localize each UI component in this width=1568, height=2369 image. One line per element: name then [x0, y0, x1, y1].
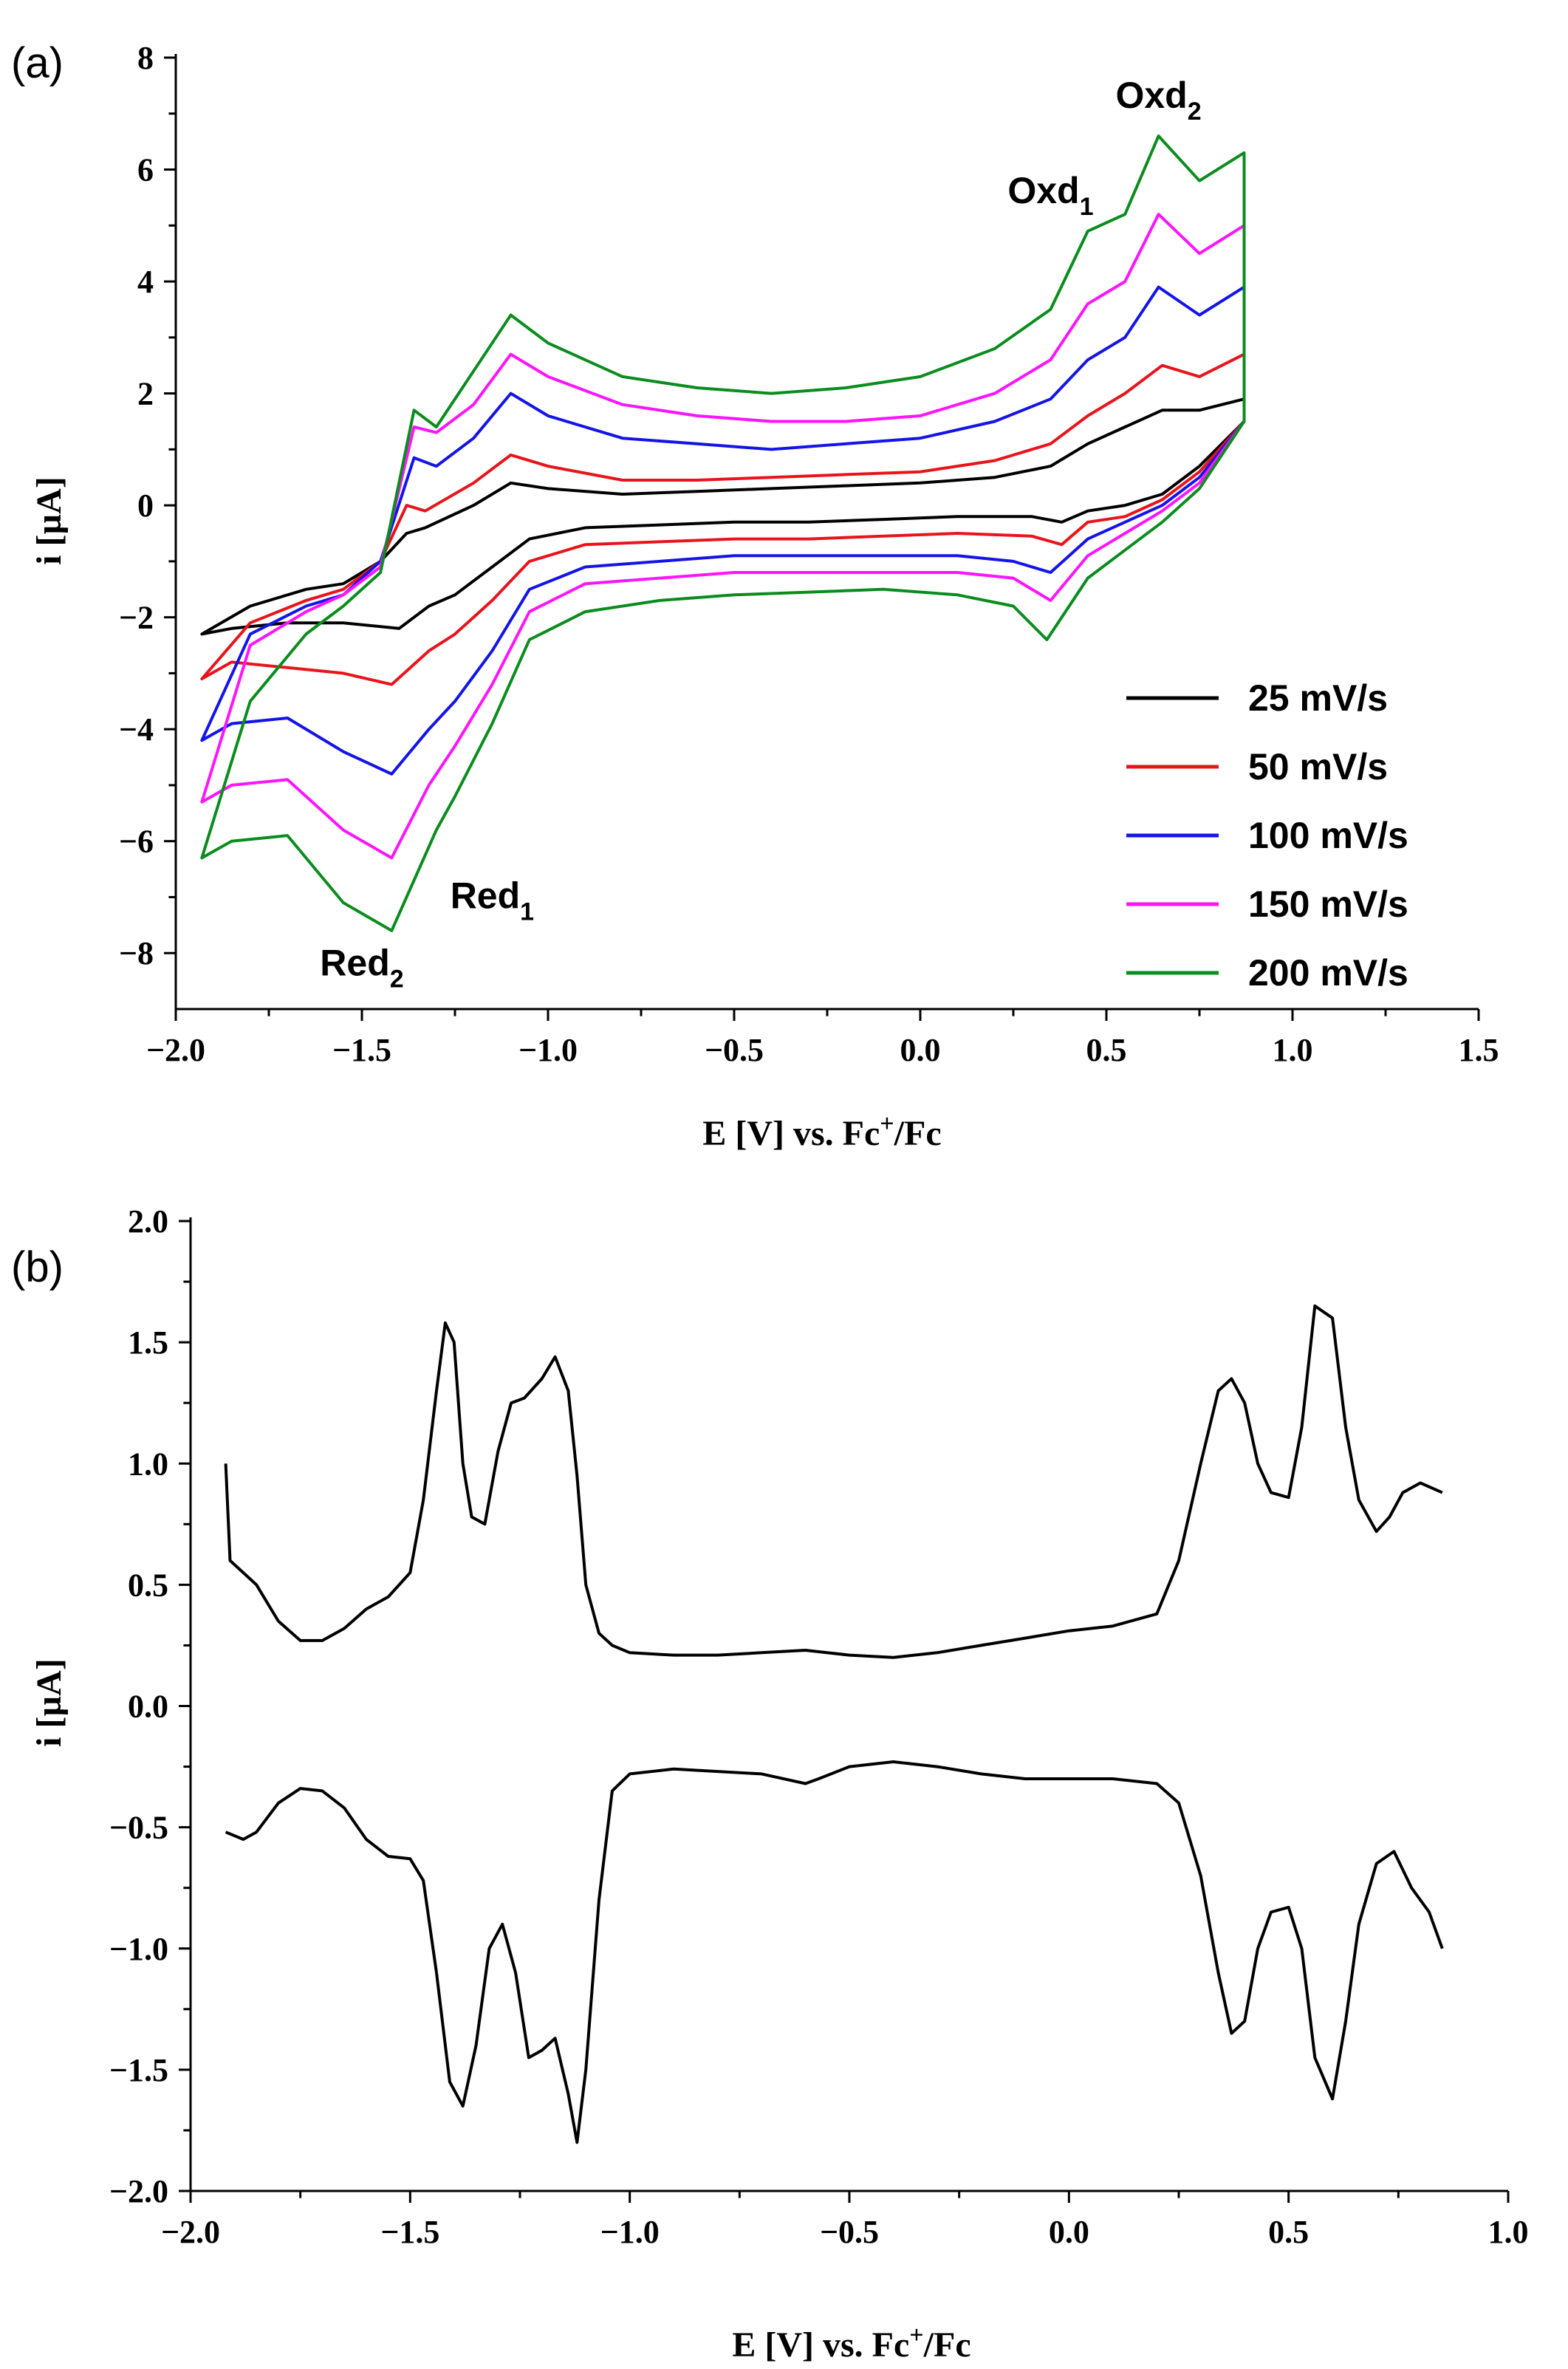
- series-line-5: [200, 134, 1246, 932]
- panel-b-label: (b): [11, 1243, 64, 1291]
- y-tick-label: 8: [137, 40, 154, 76]
- y-tick-label: −2: [119, 600, 154, 636]
- panel-a-annotations: Oxd1 Oxd2 Red1 Red2: [320, 75, 1201, 993]
- x-tick-label: −1.0: [600, 2214, 660, 2250]
- y-tick-label: 0: [137, 488, 154, 524]
- panel-a-legend: 25 mV/s 50 mV/s 100 mV/s 150 mV/s 200 mV/s: [1126, 677, 1408, 994]
- legend-entry: 25 mV/s: [1248, 677, 1388, 719]
- x-tick-label: 1.0: [1273, 1032, 1313, 1068]
- y-tick-label: 2.0: [128, 1203, 168, 1240]
- y-tick-label: 1.5: [128, 1324, 168, 1361]
- panel-a-ylabel: i [µA]: [30, 476, 69, 565]
- x-tick-label: 0.0: [1049, 2214, 1089, 2250]
- series-line-4: [200, 213, 1246, 860]
- x-tick-label: −2.0: [161, 2214, 220, 2250]
- x-tick-label: −0.5: [820, 2214, 879, 2250]
- x-tick-label: −2.0: [146, 1032, 205, 1068]
- y-tick-label: 6: [137, 152, 154, 188]
- series-line-2: [225, 1760, 1444, 2144]
- panel-a-xlabel: E [V] vs. Fc+/Fc: [702, 1110, 941, 1153]
- annotation-label: Red2: [320, 943, 403, 994]
- panel-b: (b) −2.0 −1.5 −1.0 −0.5 0.0 0.5 1.0 −2.0 −1.5 −1.…: [11, 1203, 1529, 2365]
- legend-entry: 50 mV/s: [1248, 746, 1388, 787]
- legend-entry: 100 mV/s: [1248, 815, 1408, 856]
- panel-b-xlabel: E [V] vs. Fc+/Fc: [732, 2322, 970, 2365]
- panel-a-series: [200, 134, 1246, 932]
- panel-a-ticks: −2.0 −1.5 −1.0 −0.5 0.0 0.5 1.0 1.5 −8 −6 −4 −2 0 2 4 6…: [119, 40, 1499, 1068]
- annotation-label: Oxd2: [1115, 75, 1201, 126]
- x-tick-label: −1.5: [332, 1032, 391, 1068]
- annotation-label: Oxd1: [1007, 170, 1093, 221]
- y-tick-label: −1.0: [109, 1931, 168, 1967]
- x-tick-label: −0.5: [705, 1032, 764, 1068]
- y-tick-label: −2.0: [109, 2173, 168, 2209]
- legend-entry: 200 mV/s: [1248, 952, 1408, 994]
- x-tick-label: 1.0: [1488, 2214, 1529, 2250]
- y-tick-label: −4: [119, 711, 154, 748]
- panel-a: (a) −2.0 −1.5 −1.0 −0.5 0.0 0.5 1.0 1.5−8−6−4−2…: [11, 39, 1499, 1153]
- y-tick-label: 0.0: [128, 1689, 168, 1725]
- y-tick-label: −6: [119, 824, 154, 860]
- panel-b-ylabel: i [µA]: [30, 1658, 69, 1747]
- panel-b-ticks: −2.0 −1.5 −1.0 −0.5 0.0 0.5 1.0 −2.0 −1.5 −1.0 −0.…: [109, 1203, 1529, 2250]
- panel-a-label: (a): [11, 39, 64, 87]
- x-tick-label: −1.5: [380, 2214, 439, 2250]
- y-tick-label: 0.5: [128, 1567, 168, 1603]
- legend-entry: 150 mV/s: [1248, 883, 1408, 925]
- series-line-1: [200, 397, 1246, 636]
- x-tick-label: −1.0: [518, 1032, 578, 1068]
- series-line-1: [224, 1304, 1443, 1659]
- x-tick-label: 0.5: [1268, 2214, 1309, 2250]
- y-tick-label: −0.5: [109, 1810, 168, 1846]
- y-tick-label: 1.0: [128, 1446, 168, 1482]
- panel-b-series: [224, 1304, 1444, 2144]
- x-tick-label: 0.5: [1086, 1032, 1127, 1068]
- y-tick-label: −1.5: [109, 2052, 168, 2088]
- series-line-2: [200, 352, 1246, 686]
- y-tick-label: 2: [137, 376, 154, 412]
- y-tick-label: 4: [137, 264, 154, 300]
- annotation-label: Red1: [451, 875, 534, 926]
- y-tick-label: −8: [119, 935, 154, 971]
- x-tick-label: 1.5: [1459, 1032, 1499, 1068]
- series-line-3: [200, 285, 1246, 776]
- x-tick-label: 0.0: [900, 1032, 941, 1068]
